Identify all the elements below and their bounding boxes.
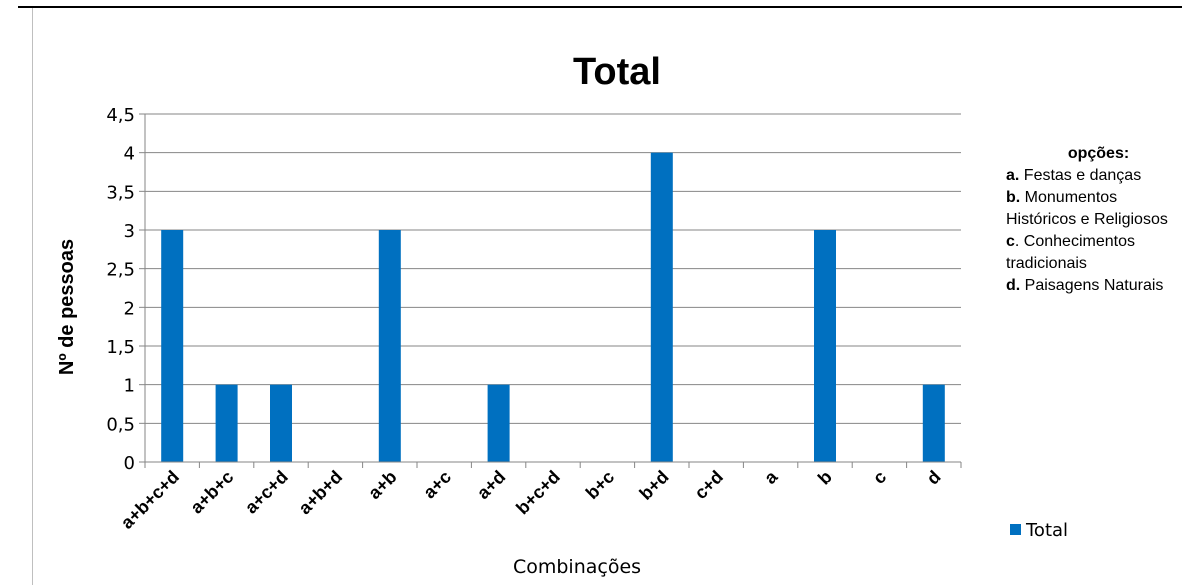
bar	[814, 230, 836, 462]
x-tick-label: d	[923, 467, 945, 489]
y-tick-label: 3,5	[106, 182, 135, 203]
y-tick-label: 4	[124, 144, 135, 165]
x-tick-label: b+c	[582, 467, 618, 503]
bar	[161, 230, 184, 462]
x-tick-label: b+d	[635, 467, 672, 504]
y-tick-label: 0,5	[106, 414, 135, 435]
bar	[922, 384, 945, 462]
bar	[270, 384, 292, 462]
x-tick-labels: a+b+c+d a+b+c a+c+d a+b+d a+b a+c a+d b+c+d b+c b…	[117, 466, 945, 533]
option-a-key: a.	[1006, 167, 1020, 184]
option-c-key: c	[1006, 233, 1015, 250]
y-axis-label: Nº de pessoas	[56, 239, 78, 375]
x-axis-label: Combinações	[513, 556, 641, 578]
option-d-key: d.	[1006, 277, 1021, 294]
bar	[650, 152, 673, 462]
options-heading: opções:	[1067, 145, 1130, 162]
y-tick-label: 4,5	[106, 105, 135, 126]
bar	[215, 384, 238, 462]
x-tick-label: a+c+d	[241, 467, 292, 518]
options-box: opções: a. Festas e danças b. Monumentos…	[1006, 143, 1191, 297]
bars	[161, 152, 945, 462]
bar	[487, 384, 510, 462]
y-tick-label: 1,5	[106, 337, 135, 358]
x-tick-label: b+c+d	[512, 467, 564, 519]
option-c: c. Conhecimentos tradicionais	[1006, 231, 1191, 275]
x-tick-label: a+b+c+d	[117, 467, 183, 533]
y-tick-label: 2,5	[106, 260, 135, 281]
y-tick-label: 3	[124, 221, 135, 242]
option-d-text: Paisagens Naturais	[1020, 277, 1164, 294]
gridlines	[139, 113, 961, 463]
left-rule	[32, 8, 33, 585]
x-tick-label: a+d	[473, 467, 509, 503]
x-tick-label: b	[814, 467, 836, 489]
y-tick-label: 1	[124, 376, 135, 397]
x-tick-label: c	[869, 467, 890, 488]
top-rule	[18, 6, 1182, 8]
option-b-text: Monumentos Históricos e Religiosos	[1006, 189, 1168, 228]
option-a-text: Festas e danças	[1019, 167, 1142, 184]
option-a: a. Festas e danças	[1006, 165, 1191, 187]
legend: Total	[1010, 520, 1068, 541]
x-tick-label: a+b+c	[186, 467, 237, 518]
x-tick-label: a+b+d	[295, 467, 347, 519]
legend-swatch	[1010, 524, 1021, 535]
y-tick-labels: 0 0,5 1 1,5 2 2,5 3 3,5 4 4,5	[106, 105, 135, 474]
option-b: b. Monumentos Históricos e Religiosos	[1006, 187, 1191, 231]
x-tick-label: a+b	[364, 467, 400, 503]
option-b-key: b.	[1006, 189, 1021, 206]
bar	[378, 230, 401, 462]
axes	[144, 114, 962, 468]
x-tick-label: a+c	[419, 467, 455, 503]
x-tick-label: c+d	[691, 467, 727, 503]
option-c-text: . Conhecimentos tradicionais	[1006, 233, 1135, 272]
chart-title: Total	[573, 51, 661, 93]
option-d: d. Paisagens Naturais	[1006, 275, 1191, 297]
legend-label: Total	[1025, 520, 1068, 541]
x-tick-label: a	[760, 466, 782, 488]
y-tick-label: 0	[124, 453, 135, 474]
y-tick-label: 2	[124, 298, 135, 319]
